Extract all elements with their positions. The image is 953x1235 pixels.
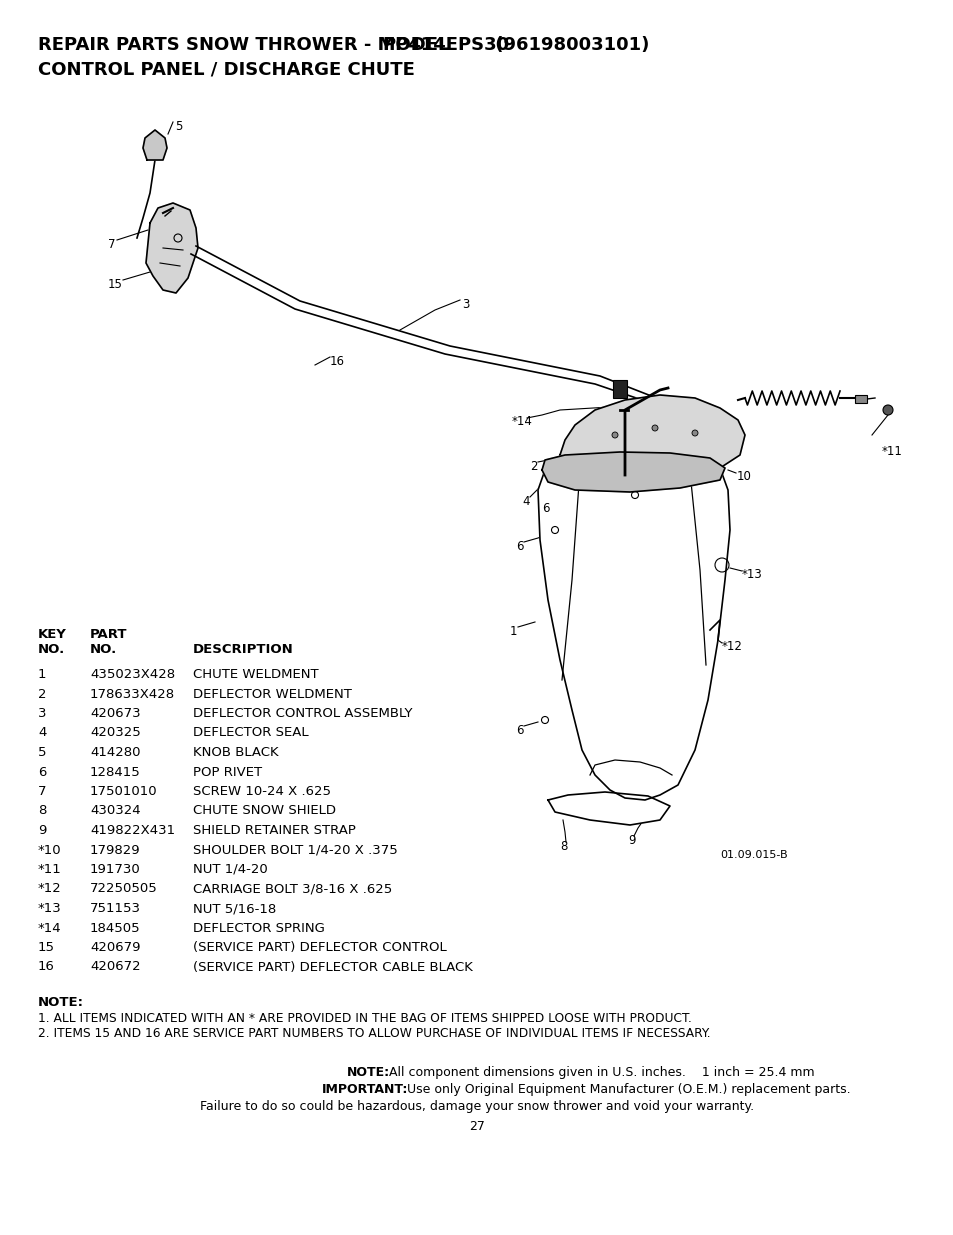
Text: Failure to do so could be hazardous, damage your snow thrower and void your warr: Failure to do so could be hazardous, dam… [200, 1100, 753, 1113]
Text: *14: *14 [38, 921, 62, 935]
Text: NO.: NO. [90, 643, 117, 656]
Text: Use only Original Equipment Manufacturer (O.E.M.) replacement parts.: Use only Original Equipment Manufacturer… [407, 1083, 850, 1095]
Text: NOTE:: NOTE: [347, 1066, 390, 1079]
Text: *13: *13 [741, 568, 762, 580]
Text: PP414EPS30: PP414EPS30 [381, 36, 509, 54]
Text: 2. ITEMS 15 AND 16 ARE SERVICE PART NUMBERS TO ALLOW PURCHASE OF INDIVIDUAL ITEM: 2. ITEMS 15 AND 16 ARE SERVICE PART NUMB… [38, 1028, 710, 1040]
Text: CONTROL PANEL / DISCHARGE CHUTE: CONTROL PANEL / DISCHARGE CHUTE [38, 61, 415, 78]
Text: *13: *13 [38, 902, 62, 915]
Polygon shape [559, 395, 744, 478]
Text: *11: *11 [38, 863, 62, 876]
Text: SHIELD RETAINER STRAP: SHIELD RETAINER STRAP [193, 824, 355, 837]
Circle shape [691, 430, 698, 436]
Bar [613, 380, 626, 398]
Text: 414280: 414280 [90, 746, 140, 760]
Text: 2: 2 [530, 459, 537, 473]
Text: 17501010: 17501010 [90, 785, 157, 798]
Text: DESCRIPTION: DESCRIPTION [193, 643, 294, 656]
Text: 178633X428: 178633X428 [90, 688, 175, 700]
Text: 10: 10 [737, 471, 751, 483]
Text: 6: 6 [516, 724, 523, 737]
Text: DEFLECTOR SEAL: DEFLECTOR SEAL [193, 726, 309, 740]
Text: SNOW THROWER - MODEL: SNOW THROWER - MODEL [186, 36, 456, 54]
Text: 8: 8 [559, 840, 567, 853]
Text: 128415: 128415 [90, 766, 141, 778]
Text: *12: *12 [721, 640, 742, 653]
Text: NUT 5/16-18: NUT 5/16-18 [193, 902, 276, 915]
Circle shape [612, 432, 618, 438]
Text: 3: 3 [38, 706, 47, 720]
Text: 72250505: 72250505 [90, 883, 157, 895]
Text: 6: 6 [38, 766, 47, 778]
Text: 419822X431: 419822X431 [90, 824, 175, 837]
Text: 27: 27 [469, 1120, 484, 1132]
Text: NUT 1/4-20: NUT 1/4-20 [193, 863, 268, 876]
Text: KNOB BLACK: KNOB BLACK [193, 746, 278, 760]
Text: SCREW 10-24 X .625: SCREW 10-24 X .625 [193, 785, 331, 798]
Text: 1: 1 [38, 668, 47, 680]
Text: *14: *14 [512, 415, 533, 429]
Polygon shape [143, 130, 167, 161]
Text: 191730: 191730 [90, 863, 141, 876]
Text: 8: 8 [38, 804, 47, 818]
Text: 01.09.015-B: 01.09.015-B [720, 850, 787, 860]
Text: KEY: KEY [38, 629, 67, 641]
Text: PART: PART [90, 629, 128, 641]
Text: 179829: 179829 [90, 844, 140, 857]
Text: NOTE:: NOTE: [38, 995, 84, 1009]
Text: 420673: 420673 [90, 706, 140, 720]
Text: CARRIAGE BOLT 3/8-16 X .625: CARRIAGE BOLT 3/8-16 X .625 [193, 883, 392, 895]
Text: (SERVICE PART) DEFLECTOR CABLE BLACK: (SERVICE PART) DEFLECTOR CABLE BLACK [193, 961, 473, 973]
Text: (96198003101): (96198003101) [489, 36, 649, 54]
Text: 420672: 420672 [90, 961, 140, 973]
Text: *10: *10 [38, 844, 62, 857]
Text: 5: 5 [174, 120, 182, 133]
Text: NO.: NO. [38, 643, 65, 656]
Text: 9: 9 [38, 824, 47, 837]
Text: SHOULDER BOLT 1/4-20 X .375: SHOULDER BOLT 1/4-20 X .375 [193, 844, 397, 857]
Text: CHUTE WELDMENT: CHUTE WELDMENT [193, 668, 318, 680]
Text: 751153: 751153 [90, 902, 141, 915]
Text: DEFLECTOR CONTROL ASSEMBLY: DEFLECTOR CONTROL ASSEMBLY [193, 706, 412, 720]
Text: 430324: 430324 [90, 804, 140, 818]
Text: 184505: 184505 [90, 921, 140, 935]
Text: 15: 15 [38, 941, 55, 953]
Circle shape [882, 405, 892, 415]
Text: 7: 7 [108, 238, 115, 251]
Text: (SERVICE PART) DEFLECTOR CONTROL: (SERVICE PART) DEFLECTOR CONTROL [193, 941, 446, 953]
Text: 16: 16 [330, 354, 345, 368]
Text: POP RIVET: POP RIVET [193, 766, 262, 778]
Text: 16: 16 [38, 961, 55, 973]
Text: 420325: 420325 [90, 726, 141, 740]
Polygon shape [541, 452, 724, 492]
Text: 4: 4 [38, 726, 47, 740]
Text: 420679: 420679 [90, 941, 140, 953]
Text: 435023X428: 435023X428 [90, 668, 175, 680]
Text: All component dimensions given in U.S. inches.    1 inch = 25.4 mm: All component dimensions given in U.S. i… [389, 1066, 814, 1079]
Text: 5: 5 [38, 746, 47, 760]
Circle shape [651, 425, 658, 431]
Text: 7: 7 [38, 785, 47, 798]
Text: CHUTE SNOW SHIELD: CHUTE SNOW SHIELD [193, 804, 335, 818]
Text: 2: 2 [38, 688, 47, 700]
Text: DEFLECTOR SPRING: DEFLECTOR SPRING [193, 921, 325, 935]
Text: *11: *11 [882, 445, 902, 458]
Text: 3: 3 [461, 298, 469, 311]
Text: 9: 9 [627, 834, 635, 847]
Polygon shape [537, 459, 729, 800]
Text: 6: 6 [541, 501, 549, 515]
Text: 1: 1 [510, 625, 517, 638]
Text: DEFLECTOR WELDMENT: DEFLECTOR WELDMENT [193, 688, 352, 700]
FancyBboxPatch shape [854, 395, 866, 403]
Text: 6: 6 [516, 540, 523, 553]
Polygon shape [146, 203, 198, 293]
Text: *12: *12 [38, 883, 62, 895]
Text: REPAIR PARTS: REPAIR PARTS [38, 36, 179, 54]
Text: 15: 15 [108, 278, 123, 291]
Text: 4: 4 [521, 495, 529, 508]
Text: 1. ALL ITEMS INDICATED WITH AN * ARE PROVIDED IN THE BAG OF ITEMS SHIPPED LOOSE : 1. ALL ITEMS INDICATED WITH AN * ARE PRO… [38, 1011, 691, 1025]
Polygon shape [547, 792, 669, 825]
Text: IMPORTANT:: IMPORTANT: [322, 1083, 408, 1095]
